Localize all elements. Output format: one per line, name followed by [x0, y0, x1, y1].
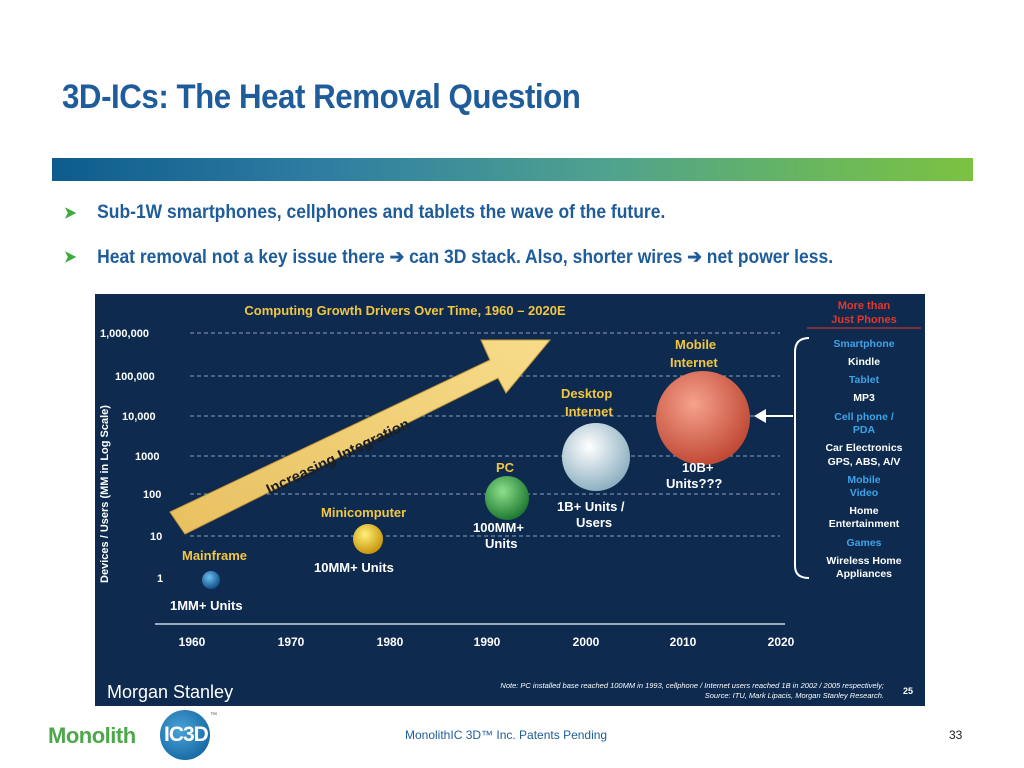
side-item: Home: [849, 505, 878, 517]
side-item: Kindle: [848, 356, 880, 368]
side-item: PDA: [853, 424, 876, 436]
side-item-list: Smartphone Kindle Tablet MP3 Cell phone /PDA…: [825, 338, 902, 580]
pc-label: PC: [496, 460, 515, 475]
pointer-arrow-icon: [754, 409, 766, 423]
figure-note-line1: Note: PC installed base reached 100MM in…: [500, 681, 884, 690]
y-tick-label: 1: [157, 573, 163, 585]
morgan-stanley-logo: Morgan Stanley: [107, 682, 233, 702]
arrow-bullet-icon: ➤: [64, 249, 77, 266]
x-tick-label: 2010: [670, 635, 697, 649]
side-item: Smartphone: [833, 338, 894, 350]
pc-units-line2: Units: [485, 536, 518, 551]
increasing-integration-arrow: [169, 339, 552, 535]
y-tick-label: 10,000: [122, 411, 156, 423]
minicomputer-label: Minicomputer: [321, 505, 406, 520]
mobile-internet-label-line2: Internet: [670, 355, 718, 370]
x-tick-label: 2000: [573, 635, 600, 649]
side-item: Appliances: [836, 568, 892, 580]
computing-growth-figure: Computing Growth Drivers Over Time, 1960…: [95, 294, 925, 706]
x-tick-label: 1960: [179, 635, 206, 649]
x-tick-label: 1980: [377, 635, 404, 649]
arrow-bullet-icon: ➤: [64, 205, 77, 222]
bullet-text-part2: can 3D stack. Also, shorter wires: [404, 247, 688, 268]
mobile-internet-bubble: [656, 371, 750, 465]
desktop-internet-bubble: [562, 423, 630, 491]
side-item: Mobile: [847, 474, 880, 486]
side-item: Car Electronics: [825, 442, 902, 454]
y-tick-label: 100: [143, 489, 161, 501]
side-item: Games: [846, 537, 881, 549]
bullet-item: ➤ Sub-1W smartphones, cellphones and tab…: [64, 202, 910, 246]
side-bracket: [794, 337, 810, 579]
y-tick-label: 100,000: [115, 371, 155, 383]
bullet-text: Sub-1W smartphones, cellphones and table…: [97, 202, 666, 223]
figure-note-line2: Source: ITU, Mark Lipacis, Morgan Stanle…: [705, 691, 884, 700]
mobile-internet-units-line1: 10B+: [682, 460, 714, 475]
mainframe-label: Mainframe: [182, 548, 247, 563]
side-item: MP3: [853, 392, 875, 404]
desktop-internet-label-line1: Desktop: [561, 386, 612, 401]
side-item: Entertainment: [829, 518, 900, 530]
bullet-text-part1: Heat removal not a key issue there: [97, 247, 390, 268]
footer-text: MonolithIC 3D™ Inc. Patents Pending: [405, 728, 608, 742]
side-item: Tablet: [849, 374, 880, 386]
desktop-internet-units-line2: Users: [576, 515, 612, 530]
y-axis-label: Devices / Users (MM in Log Scale): [99, 405, 111, 583]
side-item: Cell phone /: [834, 411, 894, 423]
y-tick-label: 10: [150, 531, 162, 543]
desktop-internet-label-line2: Internet: [565, 404, 613, 419]
y-tick-label: 1000: [135, 451, 159, 463]
x-tick-label: 1990: [474, 635, 501, 649]
minicomputer-bubble: [353, 524, 383, 554]
desktop-internet-units-line1: 1B+ Units /: [557, 499, 625, 514]
figure-page-number: 25: [903, 686, 913, 696]
side-title-line1: More than: [838, 300, 891, 312]
mainframe-units: 1MM+ Units: [170, 598, 243, 613]
side-item: Video: [850, 487, 878, 499]
bullet-list: ➤ Sub-1W smartphones, cellphones and tab…: [64, 202, 984, 290]
mainframe-bubble: [202, 571, 220, 589]
logo-trademark: ™: [210, 712, 217, 719]
monolithic-3d-logo: Monolith IC3D ™: [48, 706, 217, 762]
logo-badge: IC3D: [160, 710, 210, 760]
x-tick-label: 2020: [768, 635, 795, 649]
page-number: 33: [949, 728, 963, 742]
figure-title: Computing Growth Drivers Over Time, 1960…: [244, 303, 566, 318]
bullet-item: ➤ Heat removal not a key issue there ➔ c…: [64, 246, 910, 290]
right-arrow-icon: ➔: [687, 247, 702, 268]
x-tick-label: 1970: [278, 635, 305, 649]
slide-title: 3D-ICs: The Heat Removal Question: [62, 78, 581, 116]
pc-bubble: [485, 476, 529, 520]
pc-units-line1: 100MM+: [473, 520, 524, 535]
side-title-line2: Just Phones: [831, 314, 896, 326]
logo-badge-text: IC3D: [164, 723, 209, 746]
y-tick-label: 1,000,000: [100, 328, 149, 340]
minicomputer-units: 10MM+ Units: [314, 560, 394, 575]
side-item: Wireless Home: [826, 555, 901, 567]
logo-wordmark: Monolith: [48, 723, 136, 748]
title-divider-bar: [52, 158, 973, 181]
right-arrow-icon: ➔: [389, 247, 405, 268]
mobile-internet-label-line1: Mobile: [675, 337, 716, 352]
side-item: GPS, ABS, A/V: [828, 456, 901, 468]
bullet-text-part3: net power less.: [701, 247, 834, 268]
mobile-internet-units-line2: Units???: [666, 476, 722, 491]
